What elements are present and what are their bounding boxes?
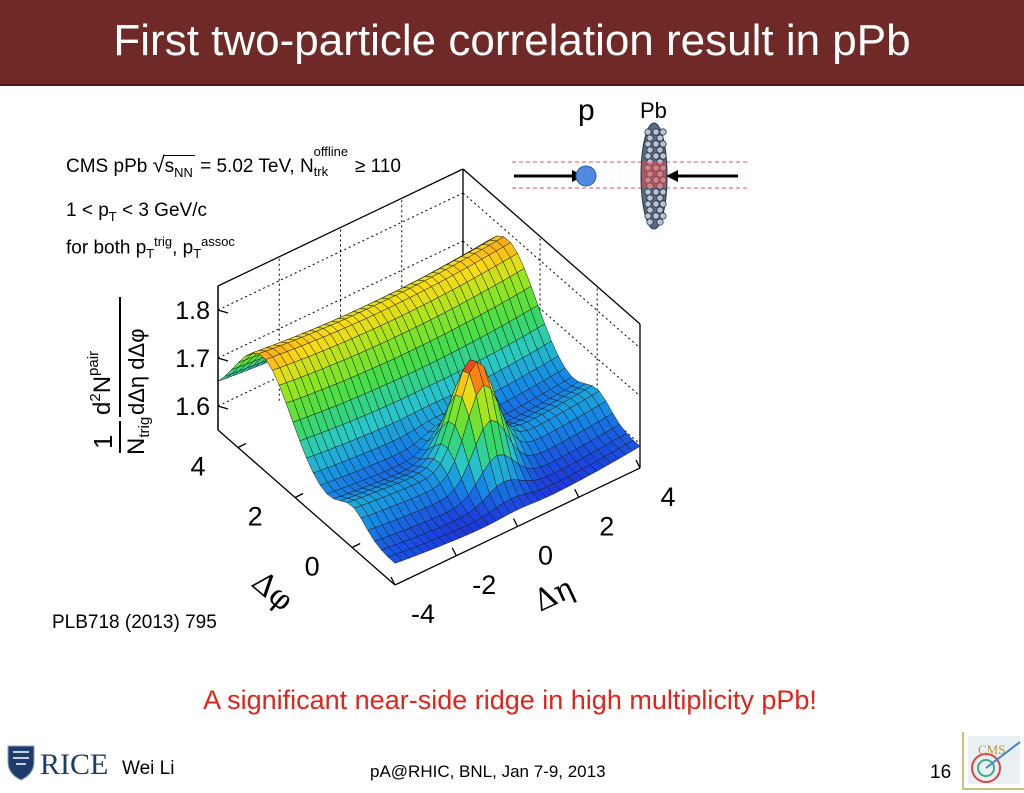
pt-trig-sub: T xyxy=(146,246,155,262)
correlation-surface-plot: 1.6 1.7 1.8 0 2 4 -4 -2 0 2 4 Δφ Δη xyxy=(175,168,676,629)
surface-cell xyxy=(387,554,403,564)
offline-superscript: offline xyxy=(313,144,349,159)
rice-logo: RICE xyxy=(4,740,116,789)
z-tick-label: 1.8 xyxy=(175,297,210,325)
slide-title: First two-particle correlation result in… xyxy=(113,16,911,65)
conference-label: pA@RHIC, BNL, Jan 7-9, 2013 xyxy=(370,762,606,781)
sqrt-s: s xyxy=(164,156,175,177)
z-axis-label: 1 Ntrig d2Npair dΔη dΔφ xyxy=(85,297,153,455)
nucleon xyxy=(644,128,652,136)
eta-tick xyxy=(635,459,641,469)
nucleon xyxy=(659,128,667,136)
pt-subscript: T xyxy=(108,208,117,224)
z-tick-label: 1.7 xyxy=(175,345,210,373)
phi-tick xyxy=(237,442,247,449)
z-tick xyxy=(217,357,229,362)
nucleon xyxy=(659,212,667,220)
cms-detector-icon: CMS xyxy=(968,736,1021,784)
nucleon xyxy=(652,128,660,136)
nn-subscript: NN xyxy=(174,164,193,180)
collision-schematic: p Pb xyxy=(512,94,750,230)
eta-tick-label: -2 xyxy=(472,570,496,600)
phi-tick xyxy=(351,542,361,549)
nucleon xyxy=(656,206,664,214)
reference-label: PLB718 (2013) 795 xyxy=(52,612,217,633)
trk-subscript: trk xyxy=(313,164,329,179)
eta-tick-label: 0 xyxy=(538,541,553,571)
cms-text: CMS xyxy=(978,742,1005,757)
nucleon xyxy=(656,218,664,226)
nucleon xyxy=(656,146,664,154)
energy-text: = 5.02 TeV, N xyxy=(194,156,314,177)
pt-range-a: 1 < p xyxy=(66,200,109,221)
grid-line xyxy=(462,240,641,397)
eta-tick xyxy=(574,488,580,498)
box-edge xyxy=(217,168,464,287)
pt-range-b: < 3 GeV/c xyxy=(116,200,207,221)
nucleon xyxy=(652,188,660,196)
nucleon xyxy=(646,134,654,142)
nucleon xyxy=(652,140,660,148)
nucleon xyxy=(646,218,654,226)
highlight-statement: A significant near-side ridge in high mu… xyxy=(203,685,817,715)
lead-nucleons xyxy=(644,128,667,226)
grid-line xyxy=(462,192,641,349)
z-label-ntrig: Ntrig xyxy=(123,417,153,455)
eta-tick xyxy=(512,518,519,527)
nucleon xyxy=(644,140,652,148)
z-tick xyxy=(217,309,229,314)
proton-label: p xyxy=(578,94,595,127)
cms-logo: CMS xyxy=(962,732,1024,790)
z-label-d2n: d2Npair xyxy=(85,351,116,415)
box-edge xyxy=(462,168,641,325)
nucleon xyxy=(656,194,664,202)
surface-cell xyxy=(217,373,233,382)
phi-tick-label: 4 xyxy=(190,452,205,482)
z-label-one: 1 xyxy=(88,435,118,449)
title-bar: First two-particle correlation result in… xyxy=(0,0,1024,86)
phi-tick-label: 2 xyxy=(248,502,263,532)
z-label-denominator: dΔη dΔφ xyxy=(124,329,149,415)
eta-tick-label: 2 xyxy=(599,511,614,541)
nucleon xyxy=(652,200,660,208)
nucleon xyxy=(652,212,660,220)
nucleon xyxy=(659,188,667,196)
nucleon xyxy=(652,152,660,160)
page-number: 16 xyxy=(930,762,952,783)
phi-axis-title: Δφ xyxy=(245,564,300,618)
overlap-region xyxy=(642,162,666,188)
z-tick-label: 1.6 xyxy=(175,393,210,421)
eta-tick xyxy=(390,576,396,586)
eta-axis-title: Δη xyxy=(529,571,580,619)
z-tick xyxy=(217,405,229,410)
ntrk-offline: offline trk xyxy=(314,144,350,179)
for-both-a: for both p xyxy=(66,237,147,259)
eta-tick-label: -4 xyxy=(411,599,435,629)
rice-text: RICE xyxy=(40,748,108,781)
pt-assoc-sub: T xyxy=(193,246,202,262)
proton-ball xyxy=(575,165,597,187)
assoc-superscript: assoc xyxy=(201,234,235,249)
surface-mesh xyxy=(217,235,641,564)
for-both-label: for both pTtrig, pTassoc xyxy=(66,234,235,261)
trig-superscript: trig xyxy=(154,234,173,249)
lead-label: Pb xyxy=(640,98,667,123)
nucleon xyxy=(659,152,667,160)
eta-tick-label: 4 xyxy=(660,482,675,512)
nucleon xyxy=(659,140,667,148)
lead-arrow-head xyxy=(666,170,678,182)
nucleon xyxy=(656,134,664,142)
for-both-mid: , p xyxy=(172,237,194,259)
multiplicity-cut: ≥ 110 xyxy=(349,156,401,177)
phi-tick xyxy=(294,492,304,499)
rice-shield-icon: RICE xyxy=(7,745,108,781)
nucleon xyxy=(659,200,667,208)
phi-tick-label: 0 xyxy=(305,552,320,582)
cms-prefix: CMS pPb xyxy=(66,156,153,177)
phi-axis-line xyxy=(217,429,396,586)
eta-tick xyxy=(451,547,457,557)
author-label: Wei Li xyxy=(122,758,175,779)
pt-range-label: 1 < pT < 3 GeV/c xyxy=(66,200,207,224)
